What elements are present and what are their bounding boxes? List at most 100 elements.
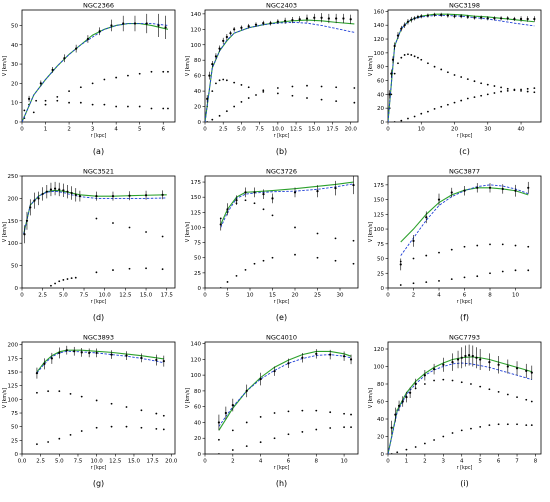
point-observed bbox=[298, 18, 301, 21]
point-observed bbox=[480, 16, 483, 19]
point-component-a bbox=[218, 438, 220, 441]
series-model-blue bbox=[220, 183, 354, 228]
point-observed bbox=[433, 13, 436, 16]
point-component-b bbox=[115, 105, 118, 108]
x-tick-label: 4 bbox=[114, 127, 118, 133]
point-observed bbox=[349, 18, 352, 21]
point-component-a bbox=[231, 429, 234, 432]
point-observed bbox=[394, 413, 397, 416]
y-tick-label: 80 bbox=[377, 65, 384, 71]
point-observed bbox=[86, 37, 90, 41]
x-tick-label: 8 bbox=[488, 293, 492, 299]
point-component-a bbox=[138, 72, 141, 75]
point-component-b bbox=[479, 425, 482, 428]
point-observed bbox=[235, 199, 238, 202]
x-tick-label: 2.5 bbox=[219, 127, 228, 133]
point-observed bbox=[95, 351, 98, 355]
chart-title: NGC3877 bbox=[449, 168, 480, 176]
point-component-b bbox=[306, 84, 308, 87]
point-component-a bbox=[167, 70, 169, 73]
point-component-a bbox=[463, 245, 466, 248]
point-component-b bbox=[427, 110, 429, 113]
point-component-b bbox=[506, 89, 509, 92]
x-tick-label: 1 bbox=[44, 127, 48, 133]
x-tick-label: 3 bbox=[442, 459, 446, 465]
y-tick-label: 0 bbox=[381, 120, 385, 126]
point-component-b bbox=[127, 105, 129, 108]
point-component-b bbox=[486, 93, 489, 96]
x-tick-label: 2.5 bbox=[38, 293, 47, 299]
point-observed bbox=[416, 15, 420, 19]
point-component-a bbox=[44, 103, 47, 106]
point-observed bbox=[145, 22, 148, 25]
y-tick-label: 0 bbox=[381, 452, 385, 458]
point-component-b bbox=[235, 274, 238, 277]
point-observed bbox=[315, 352, 318, 355]
point-component-a bbox=[497, 390, 500, 393]
point-component-a bbox=[334, 237, 337, 240]
point-observed bbox=[514, 189, 517, 192]
point-observed bbox=[301, 356, 304, 359]
point-observed bbox=[161, 193, 164, 196]
point-component-b bbox=[35, 99, 38, 102]
y-axis-label: V [km/s] bbox=[185, 222, 191, 242]
point-observed bbox=[450, 191, 453, 194]
point-component-b bbox=[128, 267, 131, 270]
point-component-b bbox=[233, 105, 236, 108]
point-observed bbox=[287, 362, 290, 365]
y-tick-label: 200 bbox=[8, 196, 19, 202]
point-component-b bbox=[56, 99, 59, 102]
y-tick-label: 40 bbox=[377, 92, 384, 98]
point-component-b bbox=[343, 426, 345, 429]
point-component-b bbox=[162, 107, 165, 110]
panel-caption: (c) bbox=[459, 147, 470, 156]
y-tick-label: 80 bbox=[377, 382, 384, 388]
x-tick-label: 0 bbox=[386, 459, 390, 465]
point-component-b bbox=[476, 275, 479, 278]
point-observed bbox=[70, 191, 73, 195]
point-observed bbox=[62, 189, 65, 192]
point-observed bbox=[39, 82, 42, 85]
point-component-b bbox=[161, 268, 164, 271]
y-tick-label: 175 bbox=[8, 356, 19, 362]
point-component-b bbox=[514, 269, 517, 272]
point-observed bbox=[133, 22, 137, 25]
point-component-a bbox=[451, 379, 454, 382]
point-component-a bbox=[95, 217, 98, 220]
point-component-a bbox=[488, 388, 491, 391]
point-observed bbox=[486, 17, 489, 20]
point-component-a bbox=[128, 226, 131, 229]
point-observed bbox=[222, 39, 225, 42]
chart-panel-6: NGC3877 0 2 4 6 8 10 0 25 50 75 100 125 150 175 r [kpc]… bbox=[366, 166, 549, 332]
x-tick-label: 2 bbox=[412, 293, 416, 299]
point-observed bbox=[58, 351, 61, 355]
y-tick-label: 0 bbox=[15, 120, 19, 126]
x-axis-label: r [kpc] bbox=[457, 299, 473, 305]
y-tick-label: 150 bbox=[374, 198, 385, 204]
point-component-b bbox=[413, 115, 416, 118]
point-component-b bbox=[400, 119, 403, 122]
point-observed bbox=[513, 17, 516, 21]
x-tick-label: 7 bbox=[515, 459, 519, 465]
x-tick-label: 6 bbox=[463, 293, 467, 299]
point-component-b bbox=[352, 262, 355, 265]
point-observed bbox=[27, 97, 31, 100]
point-component-a bbox=[315, 409, 318, 412]
point-component-a bbox=[420, 58, 423, 61]
point-observed bbox=[110, 24, 113, 27]
point-observed bbox=[463, 189, 466, 192]
point-component-a bbox=[446, 71, 449, 74]
point-observed bbox=[208, 74, 211, 77]
y-tick-label: 100 bbox=[8, 397, 19, 403]
y-tick-label: 20 bbox=[377, 106, 384, 112]
point-component-b bbox=[414, 446, 417, 448]
point-observed bbox=[391, 58, 395, 61]
point-observed bbox=[122, 22, 125, 25]
y-tick-label: 100 bbox=[191, 373, 202, 379]
point-component-b bbox=[353, 87, 356, 89]
point-component-a bbox=[262, 89, 265, 92]
point-observed bbox=[475, 356, 478, 359]
point-component-b bbox=[162, 428, 165, 431]
x-tick-label: 25 bbox=[314, 293, 321, 299]
